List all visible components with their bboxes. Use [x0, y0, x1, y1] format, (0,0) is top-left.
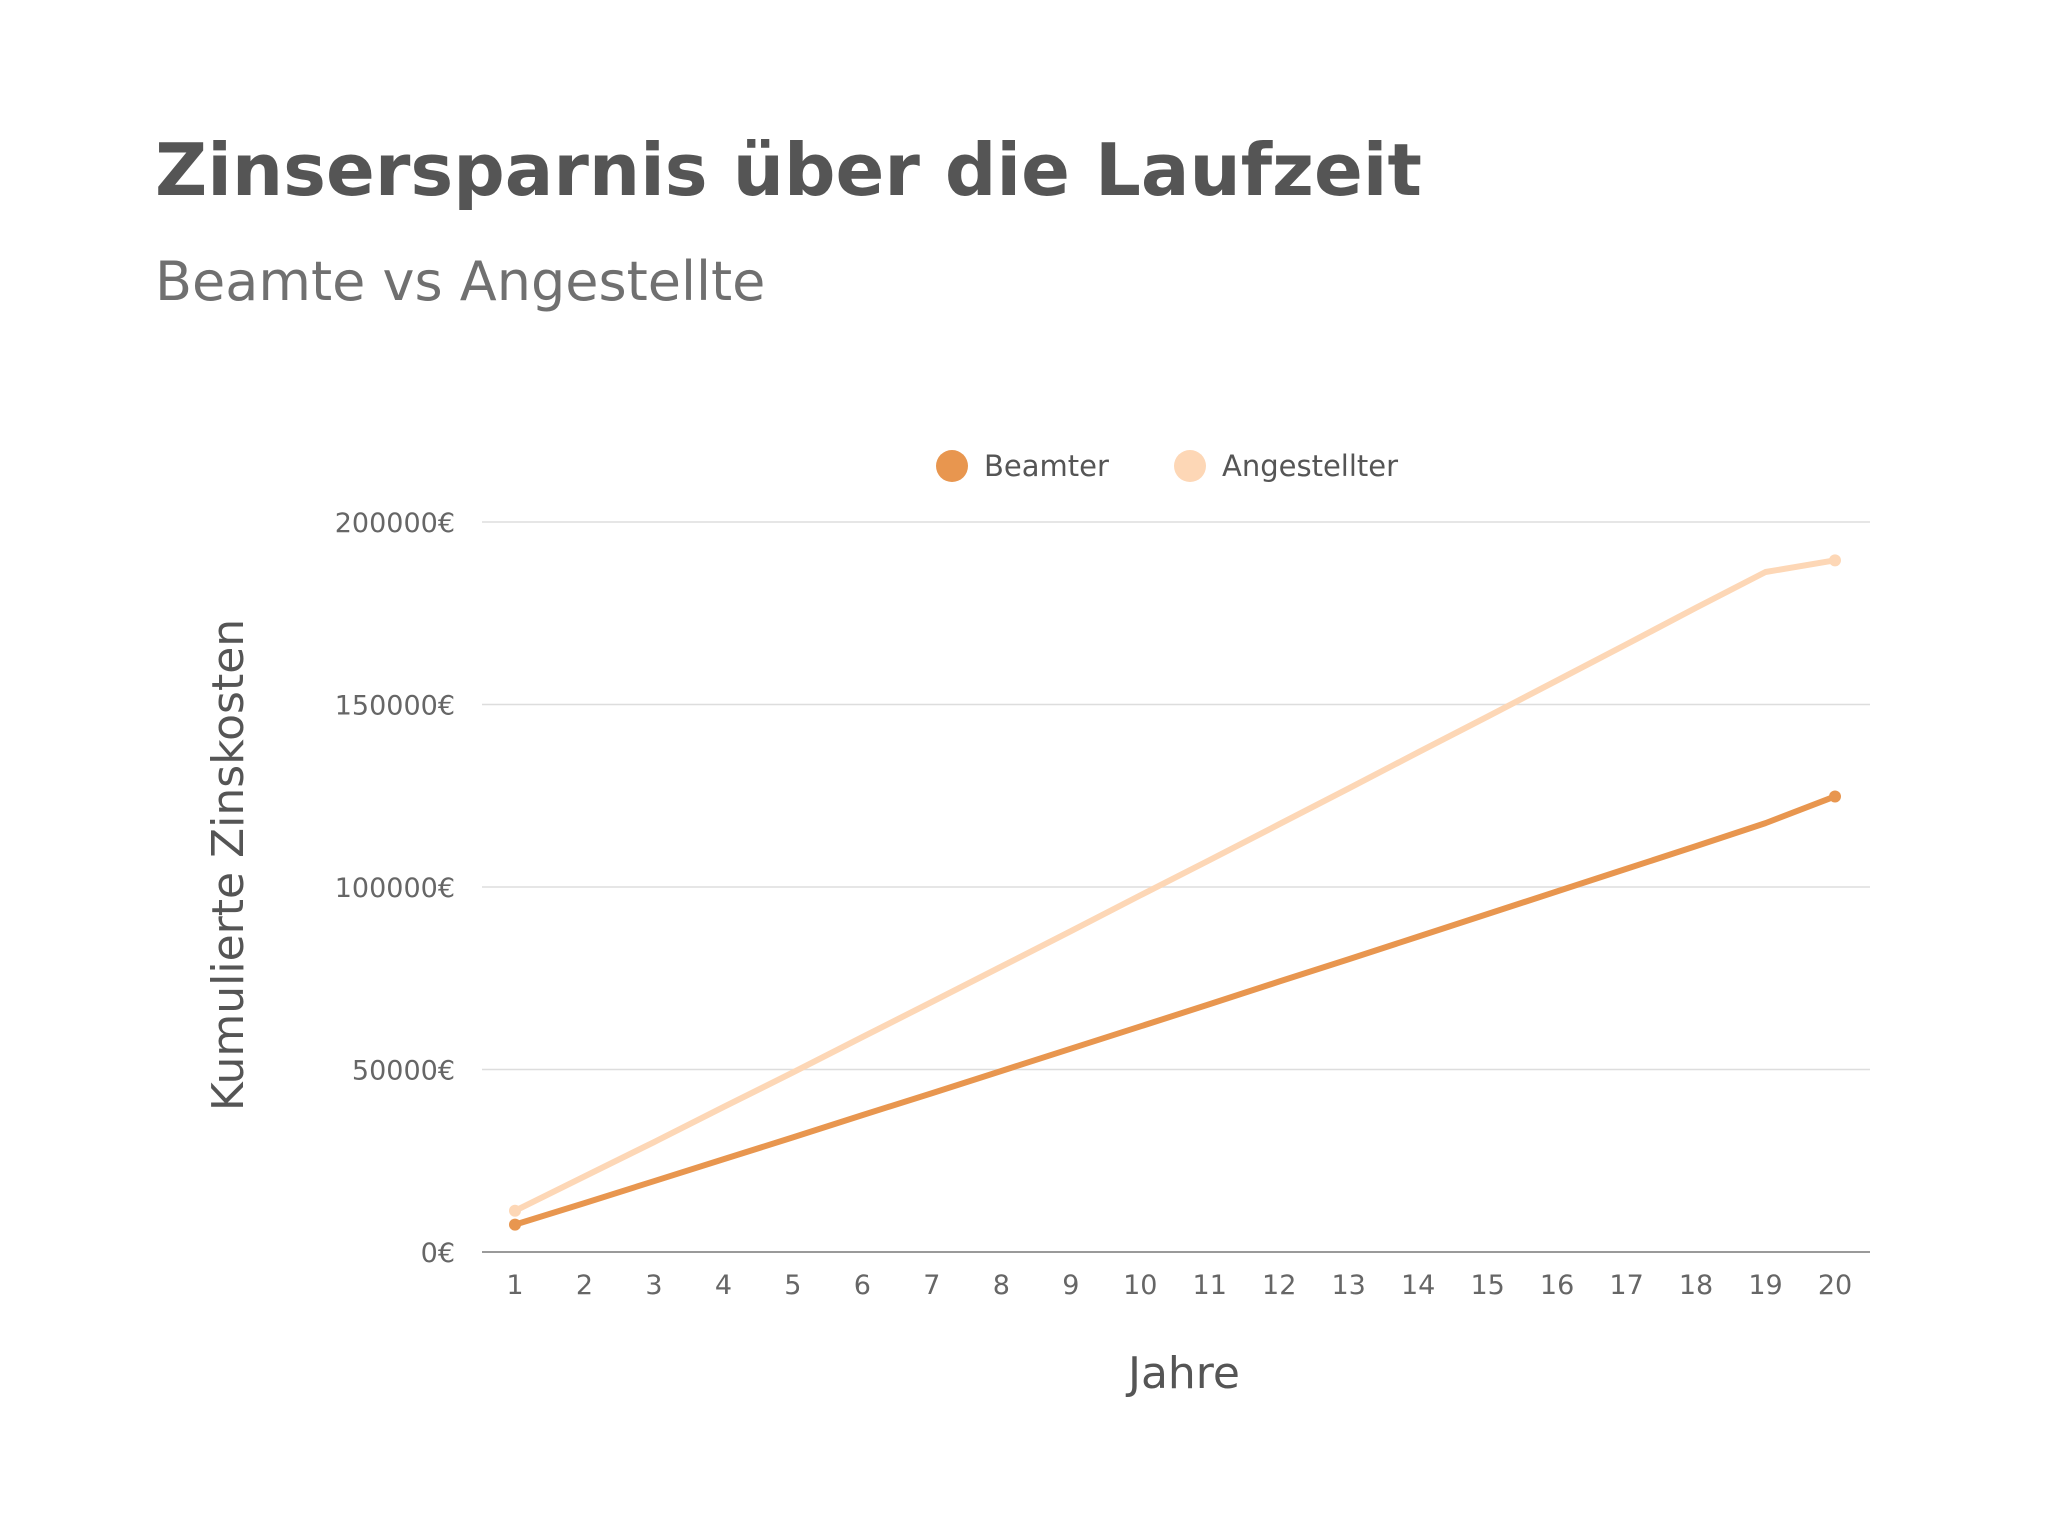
series-lines: [509, 554, 1841, 1231]
x-tick-label: 12: [1262, 1270, 1296, 1301]
x-tick-label: 1: [506, 1270, 523, 1301]
x-tick-label: 11: [1193, 1270, 1227, 1301]
y-tick-label: 100000€: [335, 873, 455, 904]
x-tick-label: 15: [1470, 1270, 1504, 1301]
y-tick-label: 0€: [421, 1238, 455, 1269]
x-axis-title: Jahre: [1125, 1348, 1240, 1399]
grid-lines: [482, 521, 1870, 1071]
x-tick-label: 16: [1540, 1270, 1574, 1301]
y-axis-title: Kumulierte Zinskosten: [203, 619, 254, 1111]
x-tick-label: 10: [1123, 1270, 1157, 1301]
data-point-angestellter: [509, 1204, 521, 1217]
x-tick-label: 8: [993, 1270, 1010, 1301]
y-tick-label: 200000€: [335, 508, 455, 539]
x-tick-label: 14: [1401, 1270, 1435, 1301]
y-tick-label: 150000€: [335, 691, 455, 722]
x-tick-label: 7: [923, 1270, 940, 1301]
x-tick-label: 6: [854, 1270, 871, 1301]
x-tick-label: 20: [1818, 1270, 1852, 1301]
x-axis-ticks: 1 2 3 4 5 6 7 8 9 10 11 12 13 14 15 16 17 18 19 20: [506, 1270, 1852, 1301]
legend-label-beamter: Beamter: [984, 449, 1109, 483]
y-tick-label: 50000€: [352, 1056, 455, 1087]
x-tick-label: 9: [1062, 1270, 1079, 1301]
legend-swatch-beamter: [936, 450, 968, 482]
data-point-beamter: [509, 1218, 521, 1231]
series-line-beamter: [512, 793, 1838, 1228]
x-tick-label: 19: [1748, 1270, 1782, 1301]
x-tick-label: 5: [784, 1270, 801, 1301]
data-point-angestellter: [1829, 554, 1841, 567]
x-tick-label: 17: [1609, 1270, 1643, 1301]
chart-subtitle: Beamte vs Angestellte: [155, 250, 766, 313]
x-tick-label: 2: [576, 1270, 593, 1301]
x-tick-label: 13: [1332, 1270, 1366, 1301]
series-line-angestellter: [512, 557, 1838, 1214]
x-tick-label: 4: [715, 1270, 732, 1301]
legend: Beamter Angestellter: [936, 449, 1398, 483]
x-tick-label: 3: [645, 1270, 662, 1301]
legend-swatch-angestellter: [1174, 450, 1206, 482]
y-axis-ticks: 0€ 50000€ 100000€ 150000€ 200000€: [335, 508, 455, 1269]
x-tick-label: 18: [1679, 1270, 1713, 1301]
legend-label-angestellter: Angestellter: [1222, 449, 1398, 483]
data-point-beamter: [1829, 790, 1841, 803]
chart-title: Zinsersparnis über die Laufzeit: [155, 128, 1422, 212]
